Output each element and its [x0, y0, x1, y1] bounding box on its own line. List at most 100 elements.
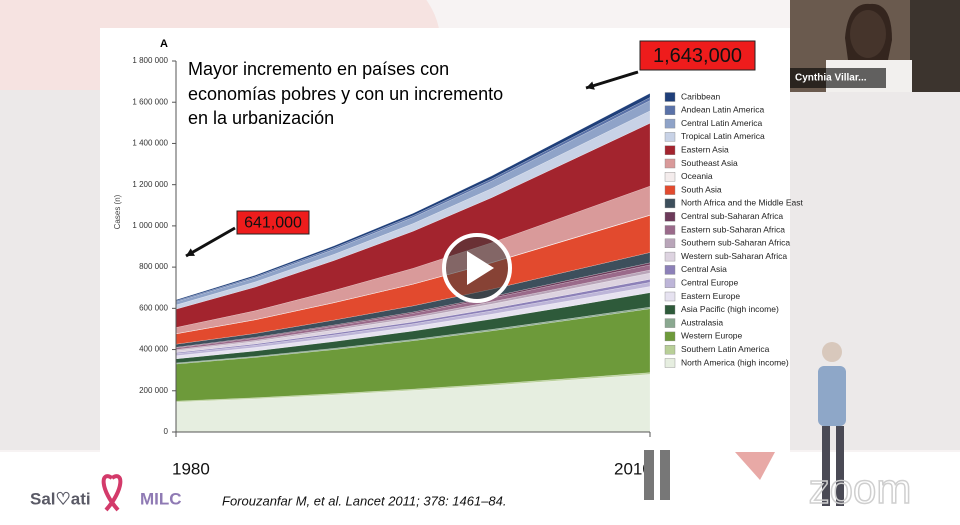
legend-swatch — [664, 105, 676, 116]
legend-swatch — [664, 211, 676, 222]
figure-leg — [822, 426, 830, 506]
x-tick-label: 2010 — [614, 459, 652, 478]
annotation-label: 641,000 — [244, 215, 302, 232]
legend-swatch — [664, 291, 676, 302]
area — [175, 278, 651, 354]
annotation-arrow — [185, 226, 236, 258]
legend-swatch — [664, 158, 676, 169]
participant-hair — [845, 3, 892, 60]
legend-swatch — [664, 331, 676, 342]
legend-swatch — [664, 185, 676, 195]
ribbon — [101, 474, 123, 512]
x-tick-label: 1980 — [172, 459, 210, 478]
legend-label: Eastern sub-Saharan Africa — [681, 224, 785, 234]
play-icon[interactable] — [467, 251, 494, 285]
area — [175, 272, 651, 353]
area — [175, 292, 651, 364]
annotation-arrowhead — [186, 248, 195, 256]
area — [175, 185, 651, 334]
logo-left: Sal♡ati — [30, 489, 91, 508]
legend-swatch — [664, 225, 676, 235]
area — [175, 308, 651, 402]
area — [175, 282, 651, 357]
slide-heading: Mayor incremento en países con economías… — [188, 59, 503, 128]
y-tick-label: 0 — [164, 427, 169, 436]
citation: Forouzanfar M, et al. Lancet 2011; 378: … — [222, 493, 507, 508]
legend-label: Western Europe — [681, 331, 743, 341]
legend-label: Asia Pacific (high income) — [681, 304, 779, 314]
y-tick-label: 400 000 — [139, 345, 168, 354]
footer-area — [0, 452, 960, 520]
y-axis-label: Cases (n) — [113, 194, 122, 229]
legend-label: Western sub-Saharan Africa — [681, 251, 787, 261]
legend-swatch — [664, 318, 676, 328]
legend-swatch — [664, 118, 676, 129]
play-button[interactable] — [442, 233, 512, 303]
legend-label: Australasia — [681, 317, 723, 327]
participant-name: Cynthia Villar... — [795, 73, 867, 84]
y-tick-label: 1 800 000 — [132, 56, 168, 65]
legend-swatch — [664, 265, 676, 275]
heading-line: Mayor incremento en países con — [188, 59, 449, 79]
plot: 0 200 000 400 000 600 000 800 000 1 000 000 1 … — [132, 40, 804, 478]
logo-right: MILC — [140, 489, 182, 508]
y-tick-label: 1 600 000 — [132, 97, 168, 106]
area — [175, 92, 651, 302]
legend-swatch — [664, 278, 676, 288]
legend-swatch — [664, 92, 676, 102]
legend-label: North America (high income) — [681, 357, 789, 367]
figure-leg — [836, 426, 844, 506]
legend-label: Central Europe — [681, 277, 738, 287]
legend-label: Andean Latin America — [681, 105, 764, 115]
legend-swatch — [664, 145, 676, 155]
legend-label: Southern sub-Saharan Africa — [681, 238, 790, 248]
area — [175, 252, 651, 348]
legend-label: Central Latin America — [681, 118, 763, 128]
legend-label: South Asia — [681, 184, 722, 194]
panel-label: A — [160, 38, 168, 50]
area — [175, 97, 651, 303]
name-badge — [790, 68, 886, 88]
legend-swatch — [664, 238, 676, 249]
legend-label: Central Asia — [681, 264, 727, 274]
annotation-box — [236, 210, 310, 235]
legend-label: Central sub-Saharan Africa — [681, 211, 783, 221]
area — [175, 306, 651, 365]
y-tick-label: 1 000 000 — [132, 221, 168, 230]
annotation-box — [639, 40, 756, 71]
video-tile: Cynthia Villar... — [790, 0, 960, 92]
legend-swatch — [664, 198, 676, 209]
legend-swatch — [664, 172, 676, 182]
illustration — [644, 342, 846, 506]
annotation-arrowhead — [586, 81, 595, 90]
figure-leg — [644, 450, 654, 500]
legend-swatch — [664, 305, 676, 315]
legend-label: Oceania — [681, 171, 713, 181]
area — [175, 122, 651, 328]
legend-swatch — [664, 132, 676, 142]
video-background — [910, 0, 960, 92]
heading-line: en la urbanización — [188, 108, 334, 128]
area — [175, 264, 651, 350]
figure-head — [822, 342, 842, 362]
legend-label: Tropical Latin America — [681, 131, 765, 141]
legend-swatch — [664, 358, 676, 368]
legend-label: Southeast Asia — [681, 158, 738, 168]
legend-label: Eastern Europe — [681, 291, 740, 301]
area — [175, 100, 651, 306]
legend-label: Eastern Asia — [681, 144, 729, 154]
figure-skirt — [735, 452, 775, 480]
y-tick-label: 1 200 000 — [132, 180, 168, 189]
y-tick-label: 600 000 — [139, 303, 168, 312]
annotation-label: 1,643,000 — [653, 45, 742, 67]
legend-swatch — [664, 251, 676, 262]
y-tick-label: 1 400 000 — [132, 139, 168, 148]
legend-label: North Africa and the Middle East — [681, 198, 804, 208]
zoom-watermark: zoom — [809, 465, 912, 512]
annotation-arrow — [585, 70, 639, 90]
figure-body — [818, 366, 846, 426]
y-tick-label: 800 000 — [139, 262, 168, 271]
y-tick-label: 200 000 — [139, 386, 168, 395]
